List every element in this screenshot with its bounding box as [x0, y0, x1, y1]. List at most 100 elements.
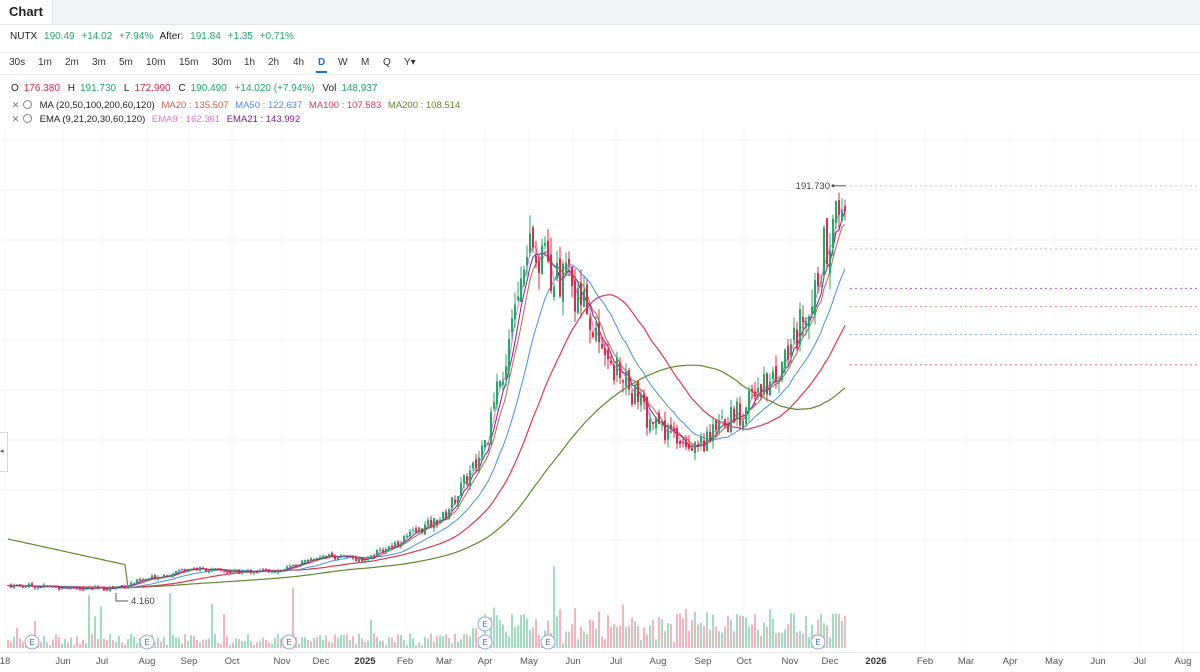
volume-bar — [559, 609, 561, 648]
close-icon[interactable]: ✕ — [11, 114, 20, 124]
volume-bar — [640, 640, 642, 648]
candle-body — [679, 440, 681, 444]
ma-legend-name[interactable]: MA (20,50,100,200,60,120) — [39, 100, 155, 111]
timeframe-2m[interactable]: 2m — [65, 57, 79, 68]
close-label: C — [178, 83, 186, 94]
volume-bar — [811, 624, 813, 648]
candle-body — [526, 257, 528, 266]
volume-bar — [574, 608, 576, 648]
volume-bar — [91, 634, 93, 648]
volume-bar — [214, 634, 216, 648]
candle-body — [784, 349, 786, 368]
close-value: 190.490 — [190, 83, 227, 94]
volume-bar — [601, 636, 603, 648]
candle-body — [424, 524, 426, 535]
volume-bar — [520, 614, 522, 648]
candle-body — [154, 574, 156, 580]
volume-bar — [46, 642, 48, 648]
volume-bar — [526, 618, 528, 648]
timeframe-30m[interactable]: 30m — [212, 57, 232, 68]
candle-body — [670, 424, 672, 429]
x-axis-label: Jul — [609, 656, 623, 667]
volume-bar — [106, 640, 108, 648]
symbol[interactable]: NUTX — [10, 31, 38, 42]
candle-body — [52, 585, 54, 587]
ema-legend-name[interactable]: EMA (9,21,20,30,60,120) — [39, 114, 146, 125]
volume-bar — [586, 633, 588, 648]
tab-chart[interactable]: Chart — [0, 0, 53, 24]
candle-body — [730, 407, 732, 433]
timeframe-w[interactable]: W — [338, 57, 348, 68]
volume-bar — [268, 643, 270, 648]
candle-body — [211, 568, 213, 571]
candle-body — [841, 211, 843, 222]
volume-bar — [712, 614, 714, 648]
ma50-line — [7, 264, 846, 589]
timeframe-5m[interactable]: 5m — [119, 57, 133, 68]
timeframe-10m[interactable]: 10m — [146, 57, 166, 68]
candle-body — [454, 499, 456, 504]
candle-body — [778, 379, 780, 383]
timeframe-3m[interactable]: 3m — [92, 57, 106, 68]
candle-body — [169, 575, 171, 577]
volume-bar — [829, 637, 831, 648]
candle-body — [631, 393, 633, 405]
volume-bar — [154, 642, 156, 648]
timeframe-1m[interactable]: 1m — [38, 57, 52, 68]
candle-body — [214, 568, 216, 570]
volume-bar — [355, 643, 357, 648]
volume-bar — [22, 642, 24, 648]
visibility-eye-icon[interactable] — [23, 100, 32, 109]
volume-bar — [589, 619, 591, 648]
volume-bar — [52, 639, 54, 648]
candle-body — [808, 316, 810, 328]
candle-body — [775, 365, 777, 382]
volume-bar — [685, 608, 687, 648]
volume-bar — [571, 624, 573, 648]
candle-body — [763, 374, 765, 395]
x-axis-label: Aug — [649, 656, 667, 667]
timeframe-2h[interactable]: 2h — [268, 57, 280, 68]
timeframe-15m[interactable]: 15m — [179, 57, 199, 68]
low-pointer — [115, 593, 128, 602]
timeframe-4h[interactable]: 4h — [293, 57, 305, 68]
timeframe-d[interactable]: D — [315, 57, 328, 73]
timeframe-m[interactable]: M — [361, 57, 370, 68]
candle-body — [436, 520, 438, 525]
volume-bar — [772, 618, 774, 648]
volume-bar — [592, 620, 594, 648]
volume-bar — [490, 617, 492, 648]
volume-bar — [805, 616, 807, 648]
x-axis-label: Oct — [736, 656, 752, 667]
volume-bar — [232, 642, 234, 648]
volume-bar — [775, 633, 777, 648]
candle-body — [322, 555, 324, 559]
timeframe-1h[interactable]: 1h — [244, 57, 256, 68]
candle-body — [310, 558, 312, 562]
volume-bar — [679, 613, 681, 648]
collapse-panel-handle[interactable]: ◂ — [0, 432, 8, 472]
candle-body — [727, 426, 729, 433]
candle-body — [457, 495, 459, 506]
candle-body — [385, 549, 387, 552]
candle-body — [97, 586, 99, 589]
volume-bar — [253, 644, 255, 648]
timeframe-30s[interactable]: 30s — [9, 57, 26, 68]
volume-bar — [613, 624, 615, 648]
candle-body — [73, 586, 75, 589]
volume-bar — [73, 644, 75, 648]
candle-body — [184, 569, 186, 572]
candle-body — [478, 457, 480, 472]
volume-bar — [745, 617, 747, 648]
timeframe-y-dropdown[interactable]: Y▾ — [404, 57, 416, 68]
volume-bar — [625, 626, 627, 648]
volume-bar — [736, 614, 738, 648]
close-icon[interactable]: ✕ — [11, 100, 20, 110]
visibility-eye-icon[interactable] — [23, 114, 32, 123]
candle-body — [202, 567, 204, 569]
volume-bar — [328, 641, 330, 648]
candle-body — [811, 306, 813, 314]
timeframe-q[interactable]: Q — [383, 57, 391, 68]
volume-bar — [757, 629, 759, 648]
